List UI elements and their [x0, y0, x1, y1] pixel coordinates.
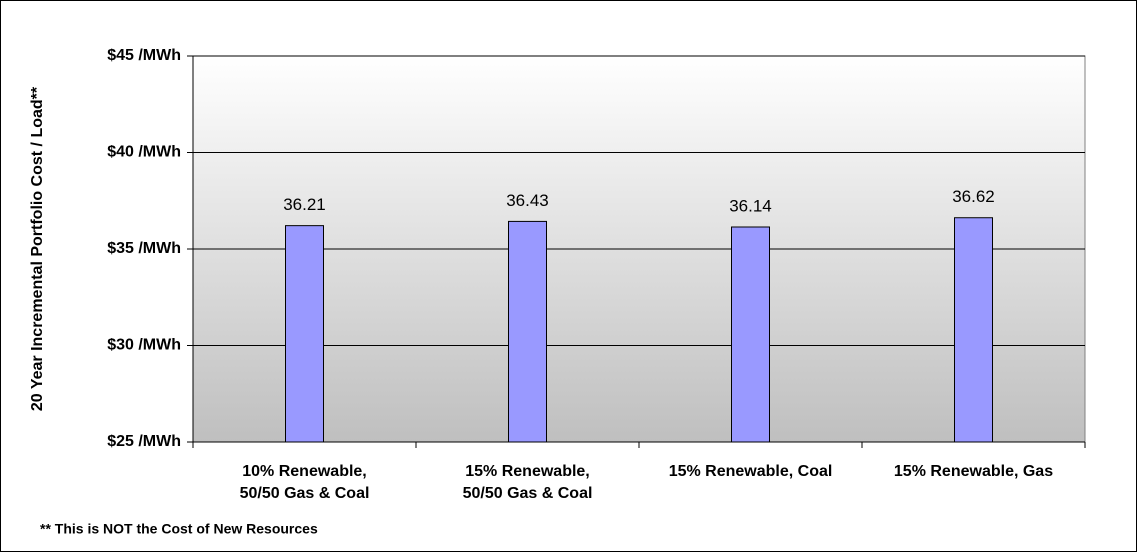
x-tick-label: 15% Renewable, Gas — [894, 463, 1053, 480]
value-label: 36.43 — [506, 191, 549, 210]
y-tick-label: $45 /MWh — [107, 47, 181, 64]
value-label: 36.21 — [283, 195, 326, 214]
bar — [731, 226, 770, 443]
value-label: 36.62 — [952, 187, 995, 206]
y-axis-label: 20 Year Incremental Portfolio Cost / Loa… — [29, 86, 46, 411]
value-label: 36.14 — [729, 196, 772, 215]
y-tick-label: $40 /MWh — [107, 144, 181, 161]
y-tick-label: $25 /MWh — [107, 433, 181, 450]
x-tick-label: 15% Renewable, Coal — [669, 463, 833, 480]
y-tick-label: $35 /MWh — [107, 240, 181, 257]
bar — [285, 225, 324, 443]
x-tick-label: 15% Renewable, 50/50 Gas & Coal — [463, 463, 593, 502]
x-tick-label: 10% Renewable, 50/50 Gas & Coal — [240, 463, 370, 502]
bar — [954, 217, 993, 443]
y-tick-label: $30 /MWh — [107, 337, 181, 354]
bar — [508, 220, 547, 443]
annotation: ** This is NOT the Cost of New Resources — [40, 521, 318, 537]
